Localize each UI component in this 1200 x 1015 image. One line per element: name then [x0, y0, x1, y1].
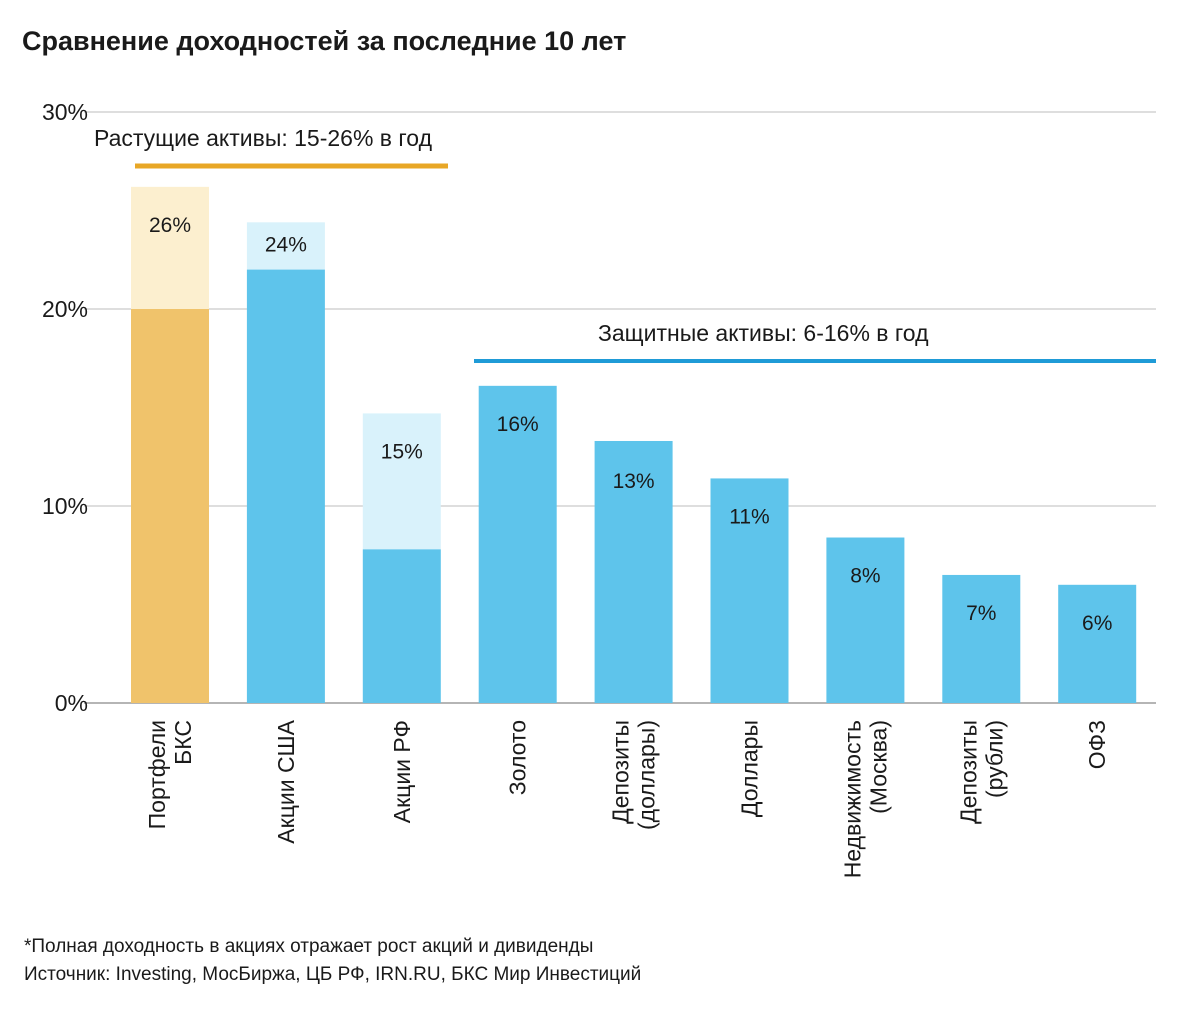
- protective-annotation-label: Защитные активы: 6-16% в год: [598, 320, 929, 346]
- category-label: (Москва): [865, 720, 891, 814]
- bar: [246, 269, 325, 703]
- data-label: 16%: [497, 413, 539, 436]
- bar: [710, 478, 789, 703]
- category-label: Акции США: [273, 719, 299, 843]
- growth-annotation-label: Растущие активы: 15-26% в год: [94, 125, 433, 151]
- bar: [826, 537, 905, 703]
- category-label: Доллары: [737, 720, 763, 817]
- data-label: 26%: [149, 214, 191, 237]
- y-tick-label: 30%: [42, 99, 88, 125]
- data-label: 13%: [613, 470, 655, 493]
- bar: [942, 574, 1021, 703]
- data-label: 7%: [966, 602, 996, 625]
- category-label: Депозиты: [608, 720, 634, 824]
- category-label: Портфели: [144, 720, 170, 829]
- category-label: БКС: [170, 720, 196, 765]
- category-label: Акции РФ: [389, 720, 415, 823]
- bar: [478, 385, 557, 703]
- data-label: 11%: [729, 505, 769, 528]
- source-note: Источник: Investing, МосБиржа, ЦБ РФ, IR…: [24, 964, 641, 985]
- bar: [131, 309, 209, 703]
- bar-dividend-part: [362, 413, 441, 550]
- y-tick-label: 20%: [42, 296, 88, 322]
- y-tick-label: 10%: [42, 493, 88, 519]
- y-tick-label: 0%: [55, 690, 88, 716]
- category-labels: Портфели БКС Акции США Акции РФ Золото Депози…: [144, 719, 1110, 878]
- annotations: Растущие активы: 15-26% в год Защитные а…: [94, 125, 1156, 363]
- data-label: 6%: [1082, 612, 1112, 635]
- bar: [362, 549, 441, 703]
- category-label: Депозиты: [955, 720, 981, 824]
- bar-dividend-part: [131, 186, 209, 309]
- footnote: *Полная доходность в акциях отражает рос…: [24, 936, 593, 957]
- chart-title: Сравнение доходностей за последние 10 ле…: [22, 26, 626, 56]
- bars: 26% 24% 15% 16% 13% 11% 8% 7% 6%: [131, 186, 1137, 703]
- category-label: Золото: [505, 720, 531, 795]
- bar-dividend-part: [246, 222, 325, 270]
- data-label: 24%: [265, 233, 307, 256]
- bar: [594, 440, 673, 703]
- bar: [1058, 584, 1137, 703]
- category-label: Недвижимость: [839, 720, 865, 878]
- category-label: (рубли): [981, 720, 1007, 798]
- category-label: (доллары): [634, 720, 660, 830]
- data-label: 15%: [381, 440, 423, 463]
- category-label: ОФЗ: [1084, 720, 1110, 769]
- data-label: 8%: [850, 565, 880, 588]
